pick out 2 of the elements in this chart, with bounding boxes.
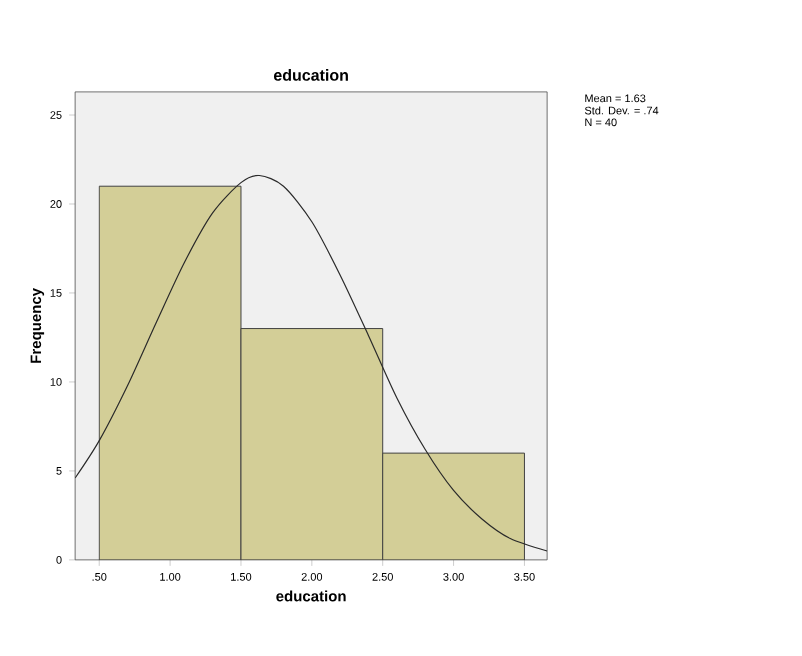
line-series: [75, 174, 548, 552]
chart-title: education: [273, 69, 348, 81]
